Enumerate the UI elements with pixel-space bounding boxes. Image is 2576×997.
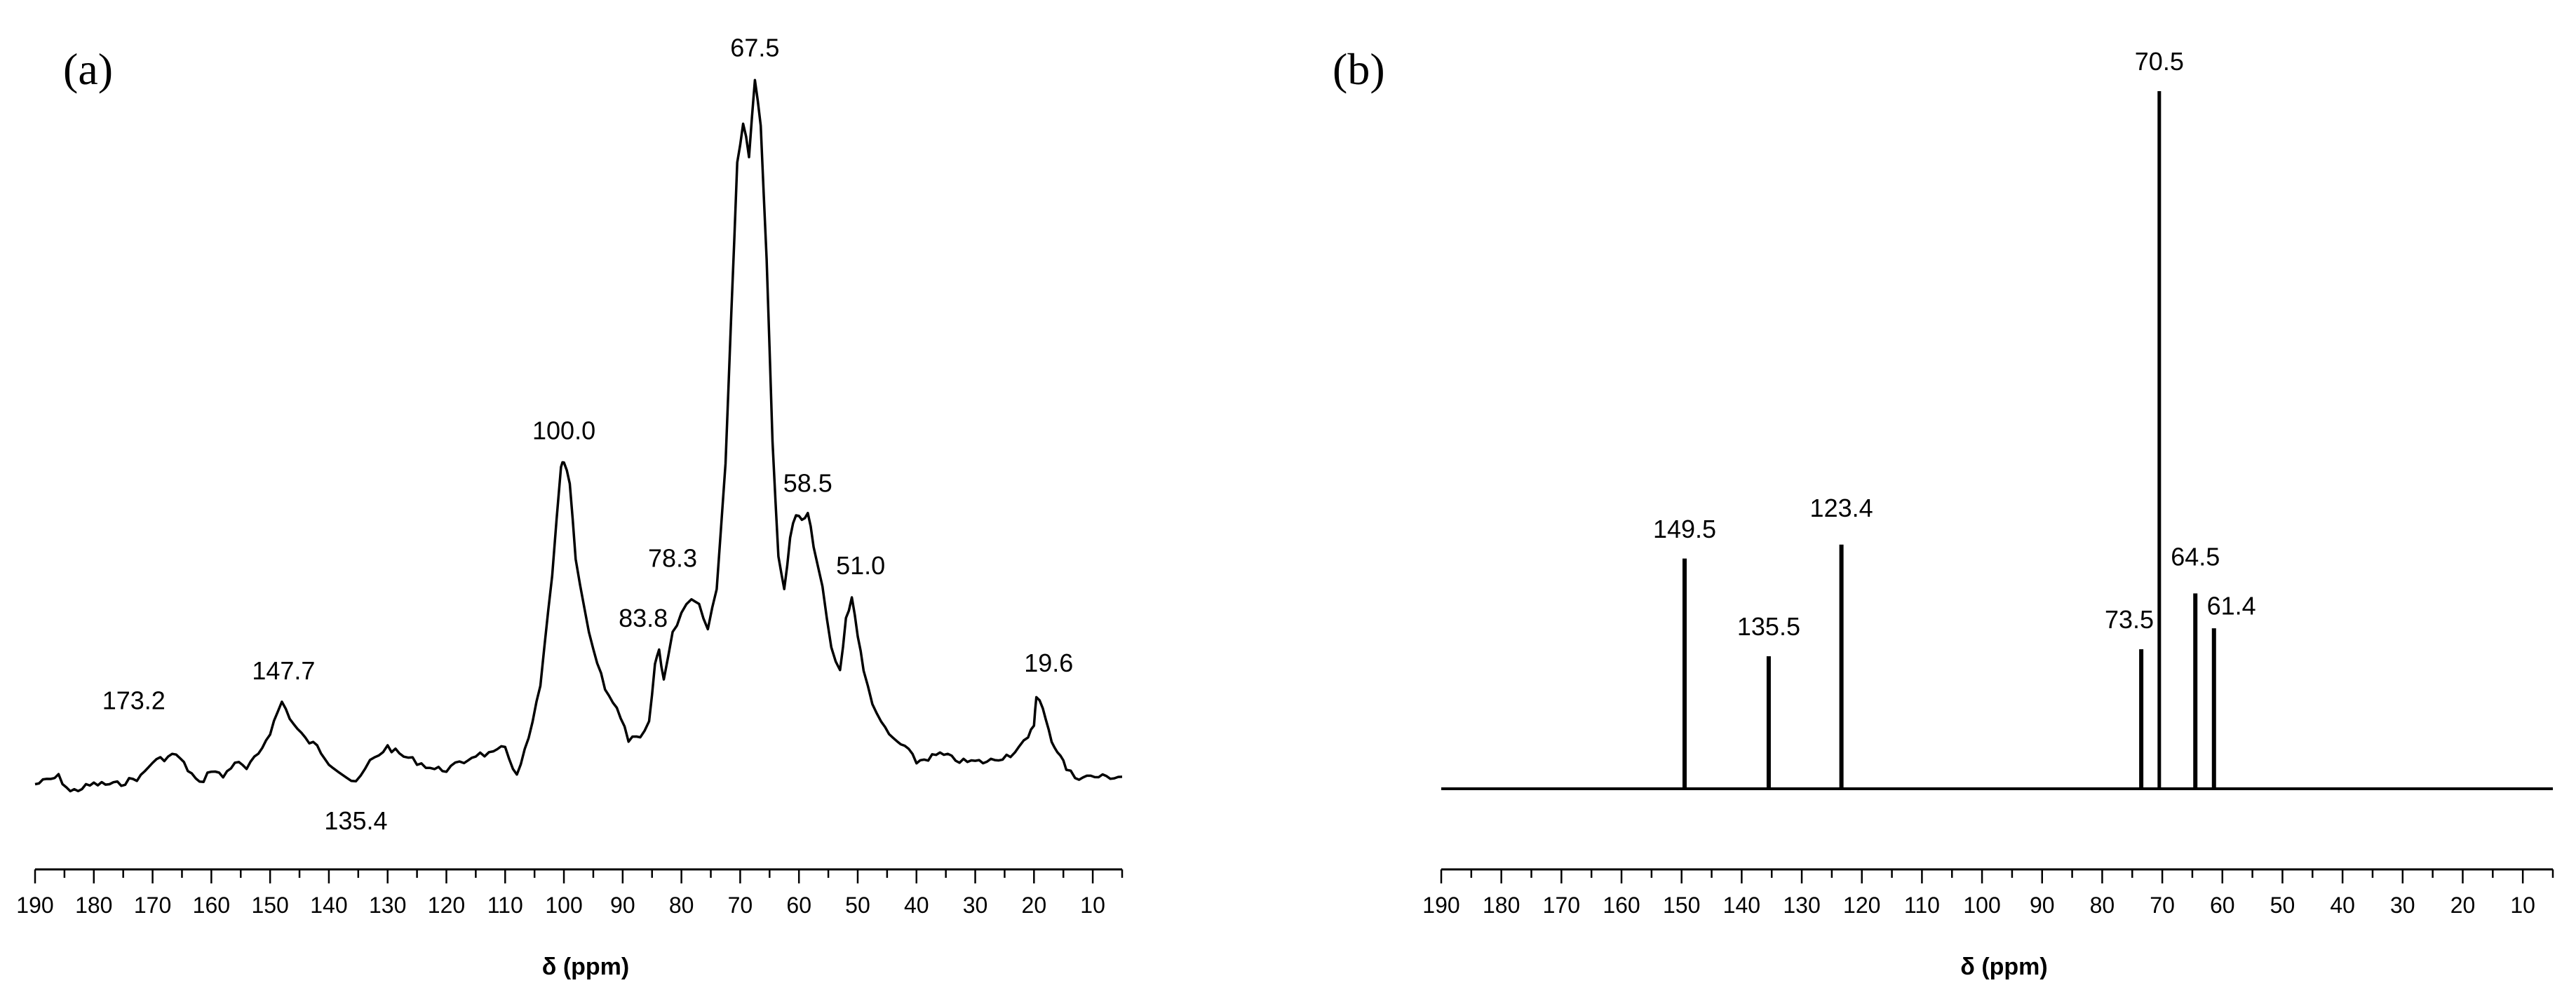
x-tick-label: 170 [1543, 893, 1580, 918]
x-tick-label: 180 [75, 893, 112, 918]
x-axis-title: δ (ppm) [542, 954, 629, 980]
x-tick-label: 30 [963, 893, 988, 918]
x-tick-label: 170 [134, 893, 171, 918]
panel-label: (a) [63, 44, 113, 94]
peak-label: 73.5 [2105, 605, 2154, 634]
x-tick-label: 90 [610, 893, 635, 918]
x-tick-label: 150 [251, 893, 288, 918]
x-tick-label: 180 [1483, 893, 1520, 918]
x-tick-label: 10 [1080, 893, 1105, 918]
peak-label: 70.5 [2135, 47, 2184, 76]
x-tick-label: 100 [1963, 893, 2000, 918]
panel-b: (b) 190 180 170 160 150 140 130 120 110 100 90 80 70 6… [1333, 44, 2554, 980]
x-tick-label: 90 [2030, 893, 2055, 918]
peak-label: 61.4 [2207, 591, 2256, 620]
peak-label: 19.6 [1024, 649, 1073, 677]
x-tick-label: 110 [1904, 893, 1940, 918]
x-tick-label: 50 [845, 893, 870, 918]
x-tick-label: 80 [669, 893, 694, 918]
x-tick-label: 20 [2450, 893, 2476, 918]
x-tick-label: 70 [2150, 893, 2175, 918]
x-tick-label: 120 [1843, 893, 1880, 918]
panel-label: (b) [1333, 44, 1385, 94]
spectrum-line [34, 79, 1123, 793]
peak-label: 135.4 [324, 806, 387, 835]
x-tick-label: 120 [428, 893, 465, 918]
x-tick-label: 50 [2270, 893, 2295, 918]
x-tick-label: 60 [2210, 893, 2235, 918]
x-tick-label: 60 [786, 893, 811, 918]
x-axis-title: δ (ppm) [1960, 954, 2047, 980]
x-tick-label: 130 [1783, 893, 1820, 918]
x-tick-label: 70 [728, 893, 753, 918]
peak-label: 64.5 [2171, 543, 2220, 571]
peak-label: 67.5 [730, 34, 779, 62]
peak-label: 149.5 [1653, 515, 1716, 543]
x-tick-label: 160 [193, 893, 230, 918]
peak-label: 100.0 [532, 416, 595, 445]
x-tick-label: 110 [487, 893, 523, 918]
peak-label: 51.0 [836, 551, 885, 580]
x-tick-label: 130 [369, 893, 406, 918]
x-tick-label: 190 [16, 893, 53, 918]
x-tick-label: 30 [2390, 893, 2415, 918]
x-tick-label: 40 [904, 893, 929, 918]
x-tick-label: 150 [1663, 893, 1700, 918]
x-tick-label: 20 [1022, 893, 1047, 918]
panel-a: (a) 190 180 170 160 150 140 130 120 110 100 90 80 70 6… [16, 34, 1124, 980]
peak-label: 135.5 [1737, 612, 1800, 641]
peak-label: 123.4 [1810, 494, 1873, 522]
peak-label: 173.2 [102, 686, 166, 715]
peak-label: 147.7 [252, 656, 315, 685]
x-tick-label: 190 [1422, 893, 1459, 918]
x-tick-label: 10 [2510, 893, 2535, 918]
x-tick-label: 100 [545, 893, 582, 918]
x-tick-label: 140 [310, 893, 347, 918]
x-tick-label: 140 [1723, 893, 1760, 918]
peak-label: 58.5 [783, 468, 832, 497]
x-tick-label: 160 [1603, 893, 1640, 918]
x-tick-label: 80 [2090, 893, 2115, 918]
x-tick-label: 40 [2330, 893, 2355, 918]
peak-label: 78.3 [648, 543, 697, 572]
peak-label: 83.8 [619, 604, 668, 632]
